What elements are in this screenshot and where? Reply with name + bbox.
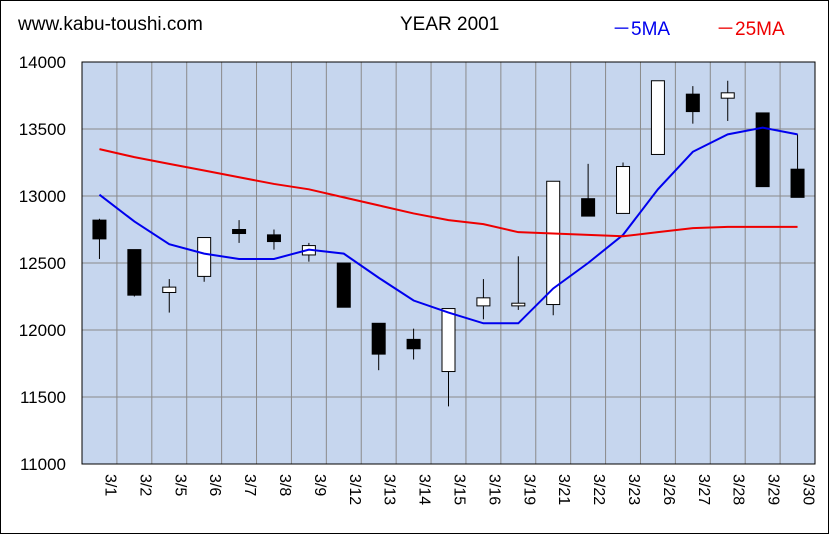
- x-tick-label: 3/21: [555, 474, 572, 505]
- x-tick-label: 3/26: [660, 474, 677, 505]
- chart-title: YEAR 2001: [400, 14, 500, 35]
- candle-body: [650, 80, 665, 155]
- x-tick-label: 3/29: [765, 474, 782, 505]
- ma-line-5ma: [98, 126, 798, 325]
- x-tick-label: 3/28: [730, 474, 747, 505]
- candle-body: [336, 262, 351, 308]
- y-tick-label: 11000: [20, 455, 66, 474]
- site-url: www.kabu-toushi.com: [18, 14, 203, 35]
- candle-body: [371, 322, 386, 355]
- candle-body: [546, 180, 561, 306]
- x-tick-label: 3/6: [206, 474, 223, 496]
- y-tick-label: 13000: [19, 187, 66, 206]
- x-tick-label: 3/12: [346, 474, 363, 505]
- x-tick-label: 3/22: [590, 474, 607, 505]
- x-tick-label: 3/15: [451, 474, 468, 505]
- candle-body: [720, 92, 735, 99]
- candle-body: [476, 297, 491, 307]
- x-tick-label: 3/13: [381, 474, 398, 505]
- candle-body: [266, 234, 281, 243]
- candle-body: [197, 237, 212, 277]
- candle-body: [441, 308, 456, 373]
- candle-body: [581, 198, 596, 217]
- x-tick-label: 3/14: [416, 474, 433, 505]
- candle-body: [790, 168, 805, 198]
- x-tick-label: 3/1: [101, 474, 118, 496]
- legend-5ma: －5MA: [612, 19, 671, 40]
- y-tick-label: 11500: [20, 388, 66, 407]
- y-tick-label: 13500: [19, 120, 66, 139]
- x-tick-label: 3/2: [136, 474, 153, 496]
- y-tick-label: 12000: [19, 321, 66, 340]
- x-tick-label: 3/23: [625, 474, 642, 505]
- x-tick-label: 3/30: [800, 474, 817, 505]
- candle-body: [232, 229, 247, 235]
- candle-body: [127, 249, 142, 296]
- ma-line-25ma: [99, 148, 798, 238]
- legend-25ma: －25MA: [716, 19, 785, 40]
- x-tick-label: 3/19: [520, 474, 537, 505]
- candle-body: [406, 338, 421, 350]
- y-tick-label: 12500: [19, 254, 66, 273]
- candle-body: [162, 286, 177, 293]
- x-tick-label: 3/9: [311, 474, 328, 496]
- candle-body: [92, 219, 107, 240]
- candle-body: [755, 112, 770, 188]
- x-tick-label: 3/8: [276, 474, 293, 496]
- y-tick-label: 14000: [19, 53, 66, 72]
- x-tick-label: 3/27: [695, 474, 712, 505]
- candle-body: [616, 166, 631, 214]
- x-tick-label: 3/5: [171, 474, 188, 496]
- candle-body: [511, 302, 526, 307]
- x-tick-label: 3/16: [485, 474, 502, 505]
- plot-border: [81, 61, 816, 465]
- candle-body: [685, 93, 700, 113]
- x-tick-label: 3/7: [241, 474, 258, 496]
